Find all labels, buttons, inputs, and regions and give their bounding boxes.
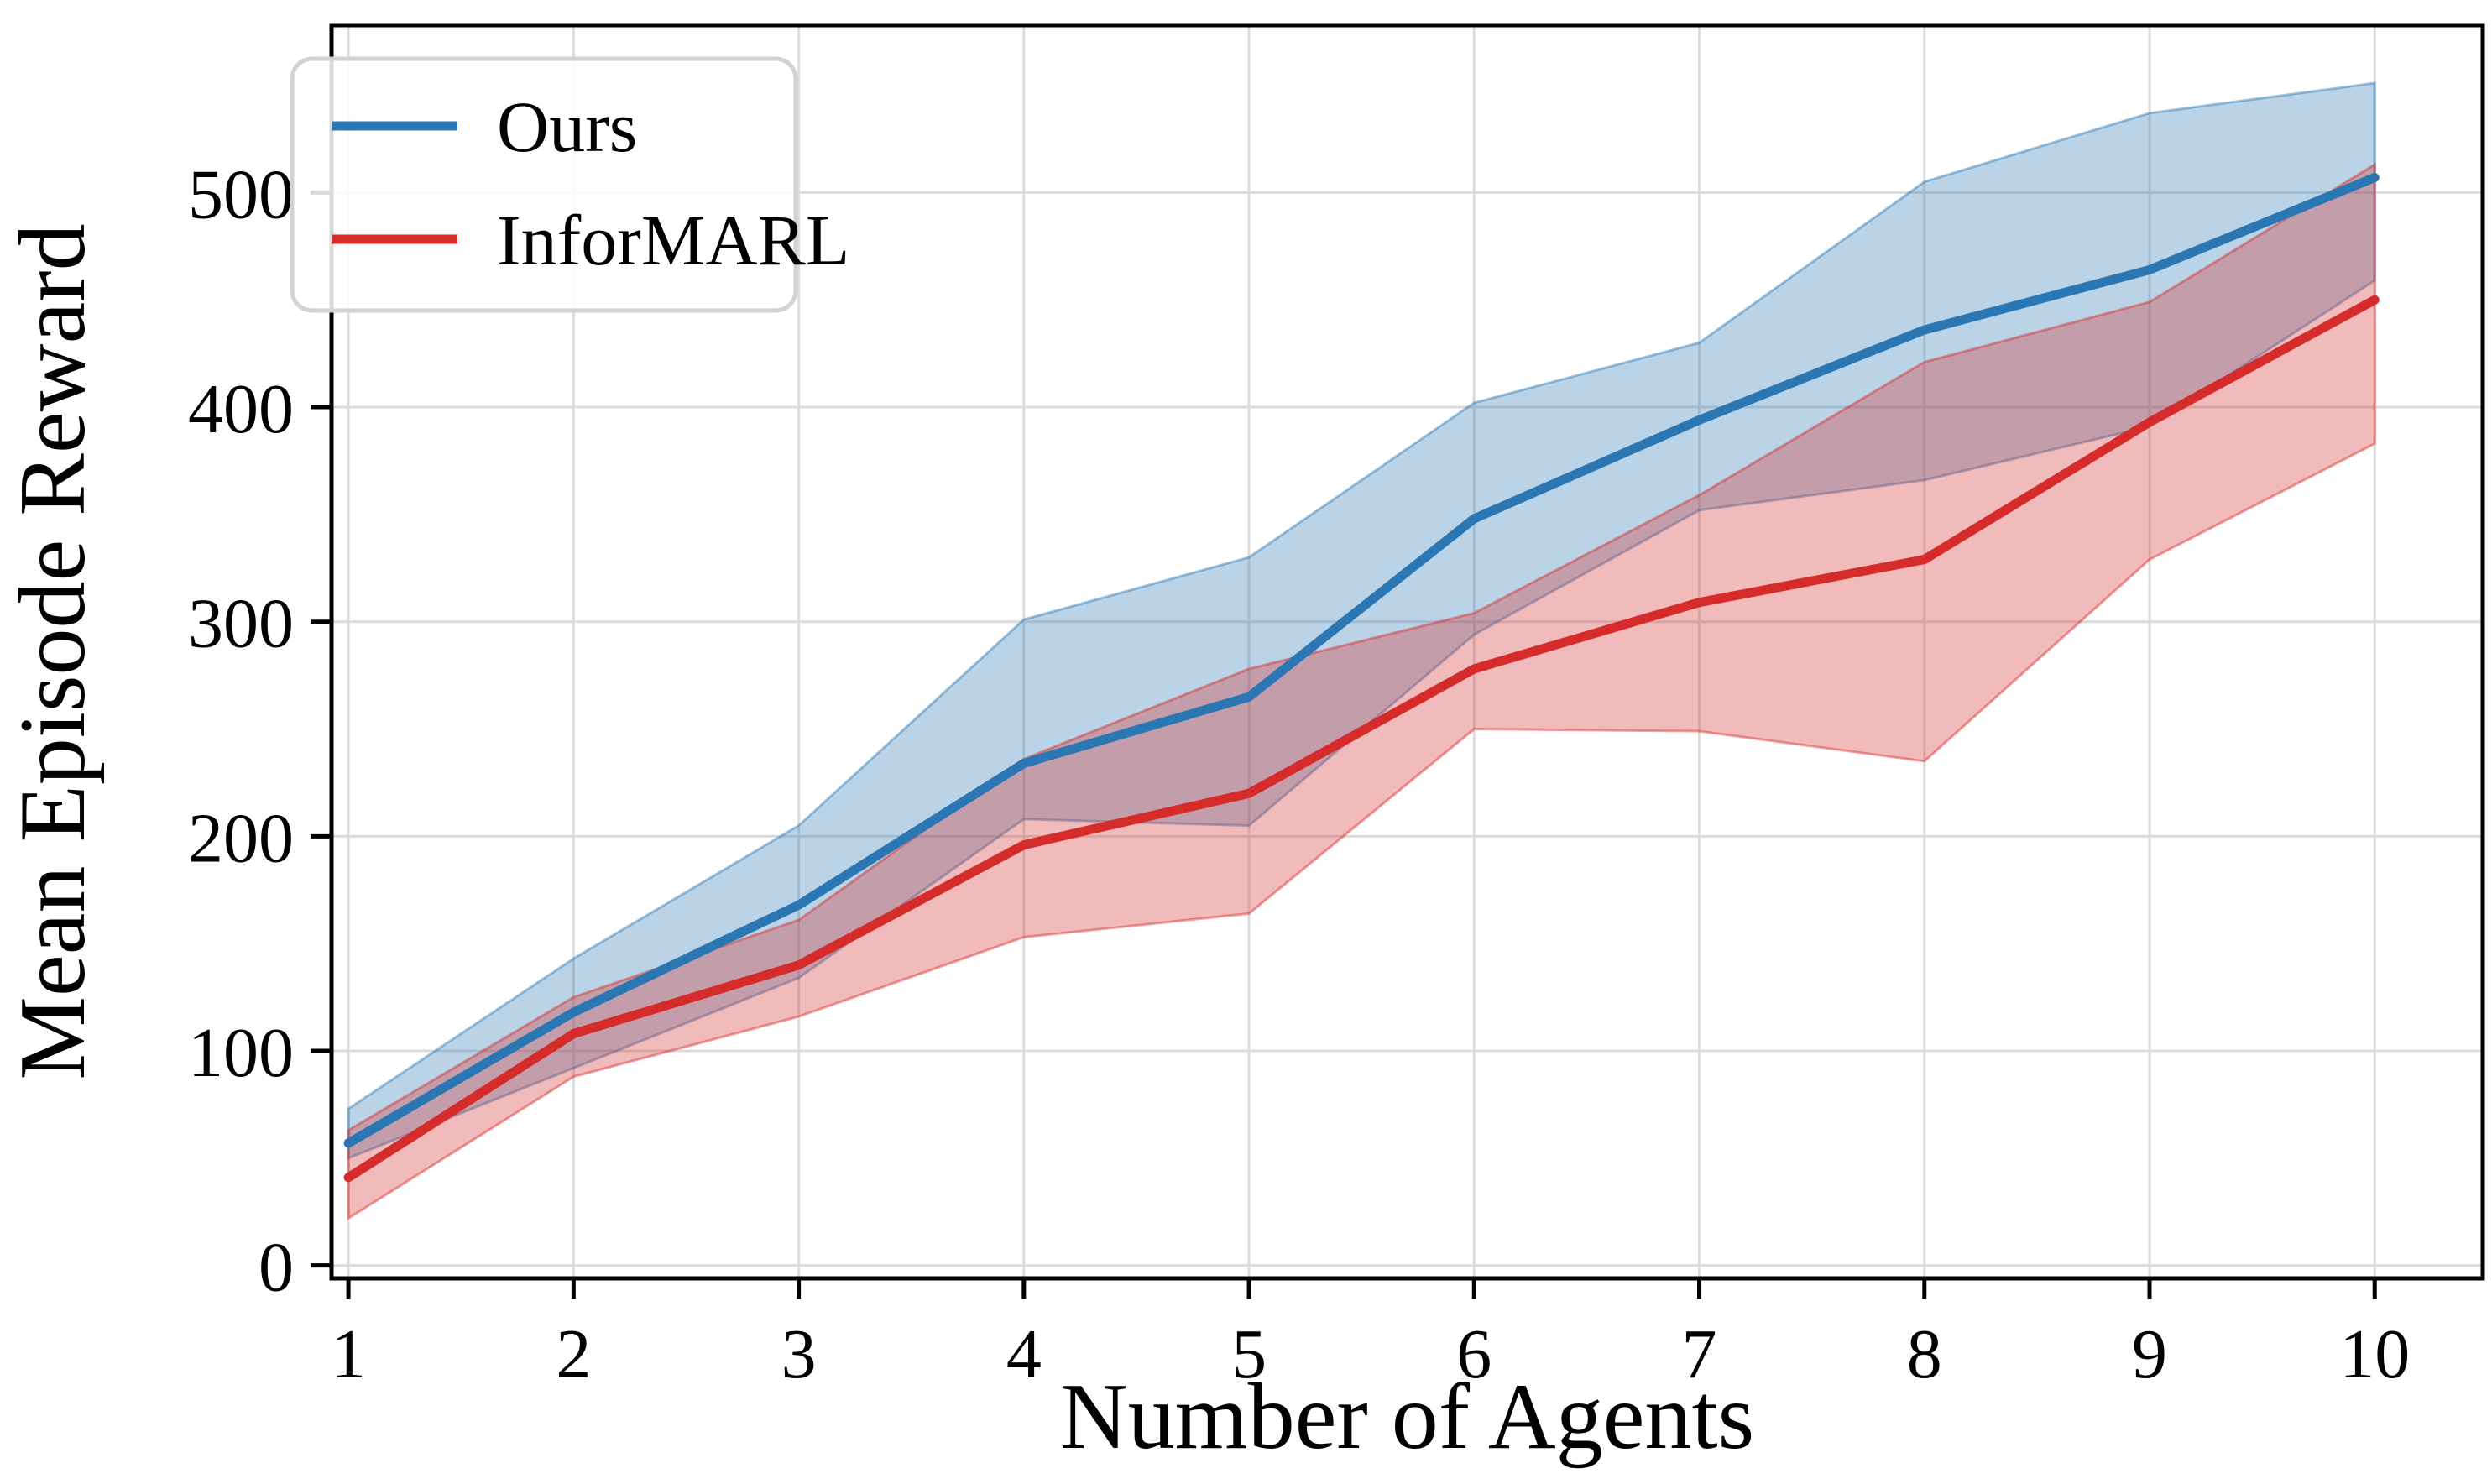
legend-label-informarl: InforMARL bbox=[497, 200, 849, 280]
x-tick-label: 2 bbox=[556, 1315, 591, 1393]
x-tick-label: 5 bbox=[1231, 1315, 1267, 1393]
x-axis-label: Number of Agents bbox=[1060, 1365, 1754, 1469]
x-tick-label: 6 bbox=[1456, 1315, 1492, 1393]
y-axis-label: Mean Episode Reward bbox=[1, 223, 105, 1079]
y-tick-label: 100 bbox=[188, 1014, 294, 1092]
x-tick-label: 4 bbox=[1006, 1315, 1042, 1393]
y-tick-label: 200 bbox=[188, 799, 294, 877]
x-tick-label: 1 bbox=[331, 1315, 366, 1393]
plot-frame bbox=[329, 23, 2485, 1281]
legend: Ours InforMARL bbox=[290, 56, 849, 313]
x-tick-label: 10 bbox=[2339, 1315, 2410, 1393]
y-tick-label: 500 bbox=[188, 155, 294, 233]
informarl-confidence-band bbox=[347, 162, 2376, 1221]
x-tick-label: 7 bbox=[1682, 1315, 1717, 1393]
ours-line bbox=[343, 173, 2380, 1148]
tick-marks bbox=[311, 190, 2377, 1299]
y-tick-label: 400 bbox=[188, 370, 294, 448]
informarl-line bbox=[343, 295, 2380, 1183]
y-tick-label: 0 bbox=[259, 1229, 294, 1307]
y-tick-label: 300 bbox=[188, 585, 294, 663]
x-tick-label: 3 bbox=[781, 1315, 817, 1393]
legend-label-ours: Ours bbox=[497, 86, 637, 167]
x-tick-label: 8 bbox=[1907, 1315, 1942, 1393]
x-tick-label: 9 bbox=[2132, 1315, 2167, 1393]
